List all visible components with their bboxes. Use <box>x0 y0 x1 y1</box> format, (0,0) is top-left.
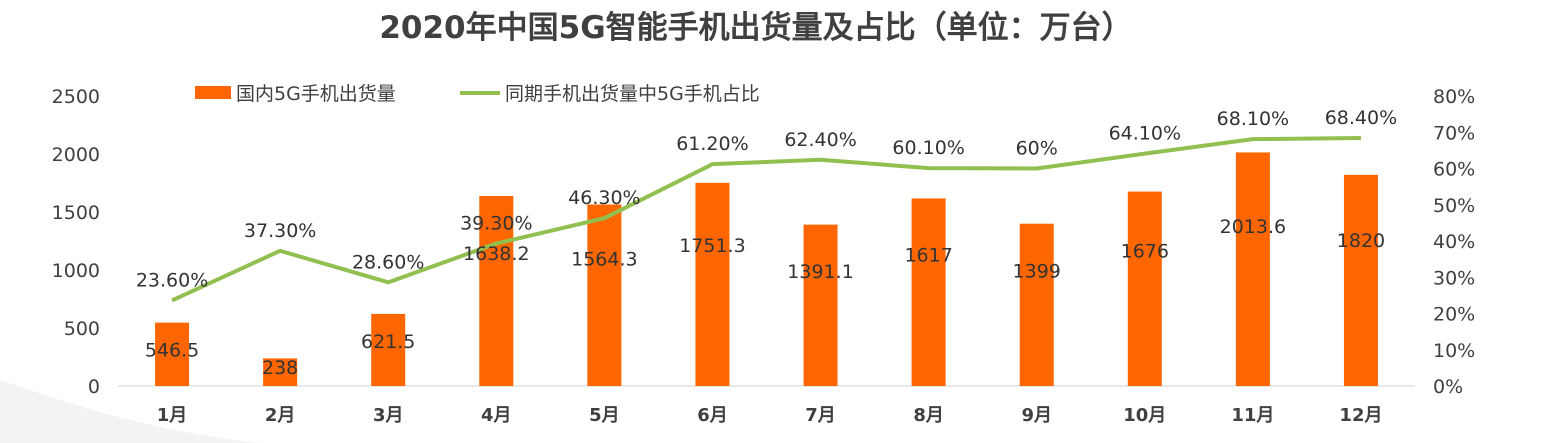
left-axis-tick-label: 0 <box>88 376 100 398</box>
bar-4月 <box>479 195 514 386</box>
line-value-label: 60.10% <box>892 137 964 159</box>
x-tick-label: 3月 <box>373 405 404 426</box>
left-axis: 0 500 1000 1500 2000 2500 <box>52 86 100 398</box>
legend: 国内5G手机出货量 同期手机出货量中5G手机占比 <box>195 83 760 105</box>
bar-value-label: 1751.3 <box>679 235 745 257</box>
x-tick-label: 1月 <box>157 405 188 426</box>
bar-value-label: 1564.3 <box>571 248 637 270</box>
line-series <box>171 136 1362 303</box>
line-value-label: 62.40% <box>784 129 856 151</box>
x-tick-label: 4月 <box>481 405 512 426</box>
line-value-label: 61.20% <box>676 133 748 155</box>
bar-1月 <box>155 322 190 386</box>
x-tick-label: 2月 <box>265 405 296 426</box>
left-axis-tick-label: 1500 <box>52 202 100 224</box>
bar-value-label: 621.5 <box>361 331 415 353</box>
chart-title: 2020年中国5G智能手机出货量及占比（单位：万台） <box>379 10 1132 46</box>
bar-11月 <box>1235 152 1270 386</box>
bar-value-label: 1638.2 <box>463 243 529 265</box>
right-axis-tick-label: 60% <box>1433 159 1475 181</box>
bar-value-label: 1391.1 <box>787 261 853 283</box>
bar-value-label: 1399 <box>1013 260 1061 282</box>
bar-10月 <box>1127 191 1162 386</box>
legend-line-label: 同期手机出货量中5G手机占比 <box>505 83 760 105</box>
legend-bar-swatch <box>195 86 231 99</box>
bar-value-label: 1676 <box>1121 240 1169 262</box>
bar-value-labels: 546.5 238 621.5 1638.2 1564.3 1751.3 1391.1 161… <box>145 216 1385 379</box>
x-tick-label: 10月 <box>1123 405 1166 426</box>
right-axis-tick-label: 30% <box>1433 267 1475 289</box>
bar-value-label: 1820 <box>1337 230 1385 252</box>
bar-series <box>155 152 1378 386</box>
right-axis-tick-label: 10% <box>1433 340 1475 362</box>
left-axis-tick-label: 2500 <box>52 86 100 108</box>
bar-value-label: 546.5 <box>145 340 199 362</box>
bar-7月 <box>803 224 838 386</box>
share-line <box>171 136 1361 303</box>
line-value-label: 68.40% <box>1325 107 1397 129</box>
bar-3月 <box>371 313 406 386</box>
line-value-label: 37.30% <box>244 220 316 242</box>
bar-value-label: 2013.6 <box>1220 216 1286 238</box>
bar-6月 <box>695 182 730 386</box>
x-axis-tick-labels: 1月 2月 3月 4月 5月 6月 7月 8月 9月 10月 11月 12月 <box>157 405 1383 426</box>
bar-12月 <box>1343 174 1378 386</box>
right-axis-tick-label: 40% <box>1433 231 1475 253</box>
bar-8月 <box>911 198 946 386</box>
x-tick-label: 7月 <box>805 405 836 426</box>
line-value-label: 28.60% <box>352 251 424 273</box>
line-value-label: 64.10% <box>1109 123 1181 145</box>
bar-5月 <box>587 204 622 386</box>
line-value-label: 60% <box>1016 138 1058 160</box>
bar-9月 <box>1019 223 1054 386</box>
legend-bar-label: 国内5G手机出货量 <box>236 83 396 105</box>
line-value-label: 46.30% <box>568 187 640 209</box>
line-value-label: 23.60% <box>136 269 208 291</box>
x-tick-label: 12月 <box>1339 405 1382 426</box>
bar-value-label: 1617 <box>904 245 952 267</box>
x-tick-label: 5月 <box>589 405 620 426</box>
right-axis-tick-label: 70% <box>1433 122 1475 144</box>
line-value-label: 39.30% <box>460 213 532 235</box>
right-axis-tick-label: 20% <box>1433 304 1475 326</box>
right-axis-tick-label: 0% <box>1433 376 1463 398</box>
bar-value-label: 238 <box>262 357 298 379</box>
left-axis-tick-label: 500 <box>64 318 100 340</box>
x-tick-label: 9月 <box>1021 405 1052 426</box>
left-axis-tick-label: 2000 <box>52 144 100 166</box>
x-tick-label: 8月 <box>913 405 944 426</box>
x-tick-label: 6月 <box>697 405 728 426</box>
x-tick-label: 11月 <box>1231 405 1274 426</box>
right-axis: 0% 10% 20% 30% 40% 50% 60% 70% 80% <box>1433 86 1475 398</box>
line-value-labels: 23.60% 37.30% 28.60% 39.30% 46.30% 61.20% 62.4… <box>136 107 1397 291</box>
right-axis-tick-label: 50% <box>1433 195 1475 217</box>
bar-2月 <box>263 358 298 386</box>
right-axis-tick-label: 80% <box>1433 86 1475 108</box>
left-axis-tick-label: 1000 <box>52 260 100 282</box>
line-value-label: 68.10% <box>1217 108 1289 130</box>
